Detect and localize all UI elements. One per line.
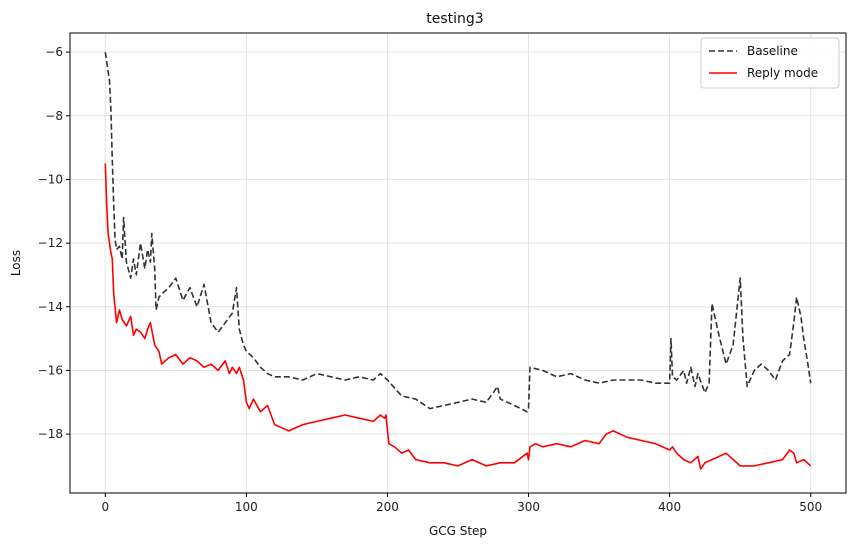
- x-tick-label: 100: [235, 500, 258, 514]
- x-axis-label: GCG Step: [429, 524, 487, 538]
- y-axis: −6 −8 −10 −12 −14 −16 −18: [38, 45, 70, 441]
- y-tick-label: −12: [38, 236, 63, 250]
- y-tick-label: −16: [38, 363, 63, 377]
- y-axis-label: Loss: [9, 250, 23, 276]
- series-line-reply-mode: [104, 163, 812, 470]
- y-tick-label: −6: [45, 45, 63, 59]
- x-tick-label: 400: [658, 500, 681, 514]
- legend-label: Baseline: [747, 44, 798, 58]
- series-line-baseline: [104, 51, 812, 413]
- legend-box: [700, 37, 840, 89]
- series-layer: [104, 51, 812, 470]
- legend-label: Reply mode: [747, 66, 818, 80]
- y-tick-label: −14: [38, 300, 63, 314]
- x-tick-label: 500: [799, 500, 822, 514]
- legend: Baseline Reply mode: [700, 37, 840, 89]
- y-tick-label: −18: [38, 427, 63, 441]
- y-tick-label: −8: [45, 109, 63, 123]
- x-tick-label: 200: [376, 500, 399, 514]
- x-axis: 0 100 200 300 400 500: [101, 493, 822, 514]
- chart-title: testing3: [426, 11, 483, 27]
- x-tick-label: 300: [517, 500, 540, 514]
- plot-frame: [69, 32, 847, 494]
- grid: [70, 33, 846, 493]
- x-tick-label: 0: [101, 500, 109, 514]
- y-tick-label: −10: [38, 172, 63, 186]
